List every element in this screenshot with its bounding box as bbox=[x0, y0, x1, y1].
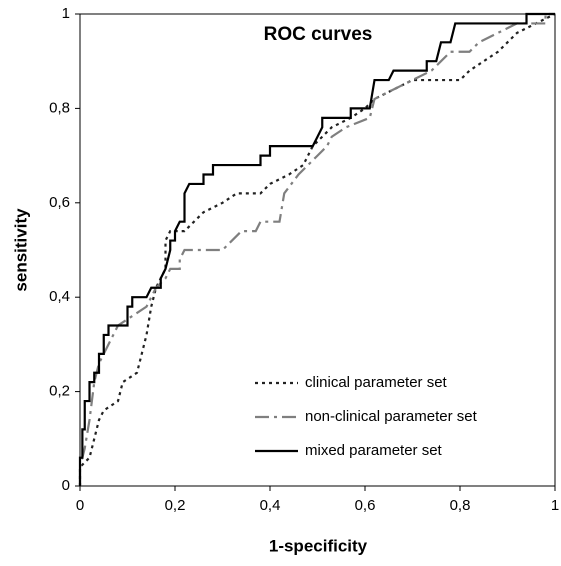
y-tick-label: 0,6 bbox=[49, 194, 70, 211]
legend-label: mixed parameter set bbox=[305, 442, 443, 459]
y-axis-label: sensitivity bbox=[11, 208, 30, 292]
chart-title: ROC curves bbox=[264, 24, 373, 45]
legend-label: clinical parameter set bbox=[305, 374, 448, 391]
x-tick-label: 1 bbox=[551, 497, 559, 514]
y-tick-label: 0,8 bbox=[49, 99, 70, 116]
x-tick-label: 0,6 bbox=[355, 497, 376, 514]
roc-curve bbox=[78, 12, 555, 486]
y-tick-label: 0,4 bbox=[49, 288, 70, 305]
y-tick-label: 0,2 bbox=[49, 383, 70, 400]
x-tick-label: 0,4 bbox=[260, 497, 281, 514]
x-tick-label: 0,8 bbox=[450, 497, 471, 514]
y-tick-label: 0 bbox=[62, 477, 70, 494]
x-axis-label: 1-specificity bbox=[269, 536, 368, 555]
plot-frame bbox=[79, 13, 556, 487]
x-tick-label: 0 bbox=[76, 497, 84, 514]
x-tick-label: 0,2 bbox=[165, 497, 186, 514]
roc-curve bbox=[78, 13, 556, 486]
y-tick-label: 1 bbox=[62, 5, 70, 22]
legend-label: non-clinical parameter set bbox=[305, 408, 478, 425]
